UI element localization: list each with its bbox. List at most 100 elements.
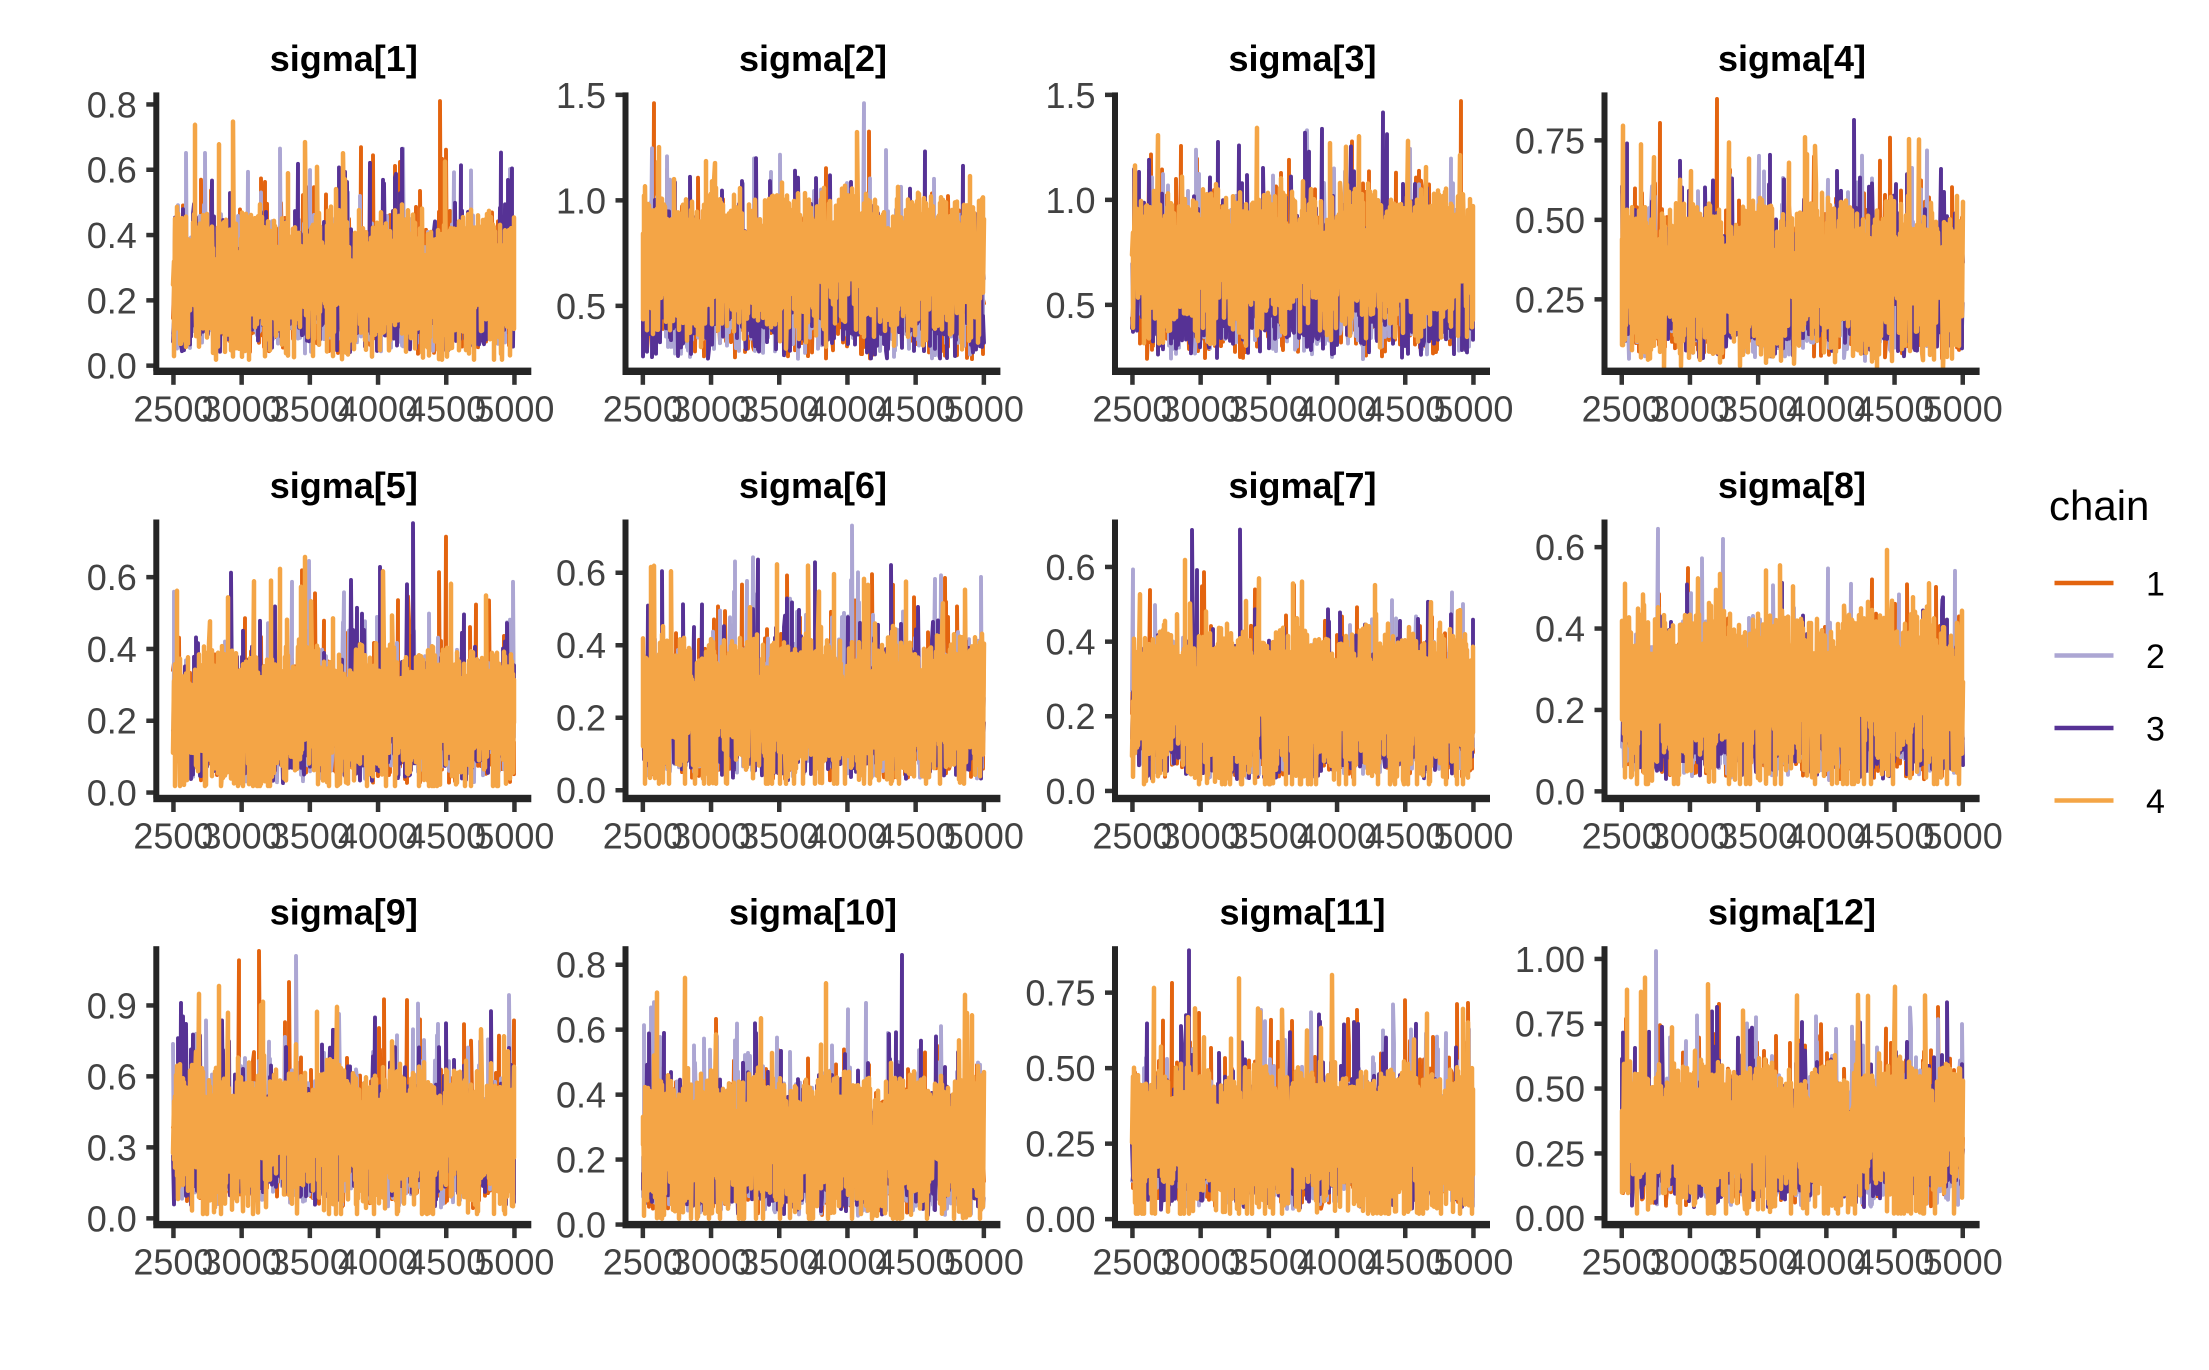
svg-text:3500: 3500 [270,1242,350,1283]
svg-text:5000: 5000 [944,388,1024,429]
svg-text:3000: 3000 [1161,1242,1241,1283]
svg-text:0.6: 0.6 [1045,547,1095,588]
svg-text:4500: 4500 [876,1242,956,1283]
svg-text:3000: 3000 [671,388,751,429]
svg-text:4000: 4000 [1786,1242,1866,1283]
svg-text:5000: 5000 [1433,816,1513,857]
svg-text:0.6: 0.6 [87,150,137,191]
svg-text:3500: 3500 [270,816,350,857]
svg-text:1.5: 1.5 [1045,75,1095,116]
svg-text:4: 4 [2146,783,2165,821]
svg-text:0.75: 0.75 [1025,973,1095,1014]
svg-text:5000: 5000 [1923,388,2003,429]
svg-text:2500: 2500 [603,1242,683,1283]
svg-text:3500: 3500 [270,388,350,429]
svg-text:3000: 3000 [202,1242,282,1283]
svg-text:2500: 2500 [603,816,683,857]
svg-text:2500: 2500 [603,388,683,429]
svg-text:3500: 3500 [1718,1242,1798,1283]
svg-text:4000: 4000 [1297,1242,1377,1283]
svg-text:4000: 4000 [807,1242,887,1283]
svg-text:0.0: 0.0 [556,1205,606,1246]
svg-text:2500: 2500 [133,816,213,857]
svg-text:3000: 3000 [202,816,282,857]
svg-text:4000: 4000 [338,388,418,429]
svg-text:0.00: 0.00 [1025,1199,1095,1240]
svg-text:sigma[9]: sigma[9] [270,892,418,933]
svg-text:5000: 5000 [1433,1242,1513,1283]
svg-text:3500: 3500 [739,388,819,429]
svg-text:sigma[10]: sigma[10] [729,892,897,933]
svg-text:sigma[3]: sigma[3] [1228,38,1376,79]
svg-text:4500: 4500 [406,1242,486,1283]
svg-text:0.0: 0.0 [87,773,137,814]
svg-text:0.8: 0.8 [87,84,137,125]
svg-text:0.50: 0.50 [1025,1048,1095,1089]
svg-text:0.8: 0.8 [556,945,606,986]
svg-text:4500: 4500 [406,388,486,429]
svg-text:3000: 3000 [671,1242,751,1283]
svg-text:2: 2 [2146,638,2165,676]
svg-text:0.0: 0.0 [1045,771,1095,812]
svg-text:0.4: 0.4 [87,629,137,670]
svg-text:0.0: 0.0 [556,770,606,811]
svg-text:1.00: 1.00 [1515,939,1585,980]
svg-text:5000: 5000 [474,388,554,429]
svg-text:0.2: 0.2 [87,280,137,321]
svg-text:0.6: 0.6 [556,553,606,594]
svg-text:0.6: 0.6 [556,1010,606,1051]
svg-text:2500: 2500 [1092,1242,1172,1283]
svg-text:0.00: 0.00 [1515,1198,1585,1239]
svg-text:sigma[8]: sigma[8] [1718,465,1866,506]
svg-text:2500: 2500 [133,388,213,429]
svg-text:2500: 2500 [1582,388,1662,429]
svg-text:sigma[6]: sigma[6] [739,465,887,506]
svg-text:5000: 5000 [1923,816,2003,857]
svg-text:0.6: 0.6 [87,1056,137,1097]
svg-text:sigma[2]: sigma[2] [739,38,887,79]
svg-text:5000: 5000 [474,1242,554,1283]
svg-text:3500: 3500 [1718,388,1798,429]
svg-text:4500: 4500 [1854,388,1934,429]
svg-text:4500: 4500 [1365,388,1445,429]
svg-text:3500: 3500 [1229,816,1309,857]
svg-text:4000: 4000 [807,816,887,857]
svg-text:0.50: 0.50 [1515,1069,1585,1110]
svg-text:2500: 2500 [1092,388,1172,429]
svg-text:4000: 4000 [338,1242,418,1283]
svg-text:0.4: 0.4 [87,215,137,256]
svg-text:3000: 3000 [1650,816,1730,857]
svg-text:1.0: 1.0 [556,180,606,221]
svg-text:0.0: 0.0 [87,1198,137,1239]
svg-text:3000: 3000 [1650,388,1730,429]
svg-text:3000: 3000 [1650,1242,1730,1283]
svg-text:5000: 5000 [944,1242,1024,1283]
svg-text:0.2: 0.2 [87,701,137,742]
svg-text:0.4: 0.4 [1045,622,1095,663]
svg-text:5000: 5000 [944,816,1024,857]
svg-text:4000: 4000 [1297,816,1377,857]
svg-text:0.25: 0.25 [1515,279,1585,320]
svg-text:0.5: 0.5 [556,286,606,327]
svg-text:3: 3 [2146,711,2165,749]
svg-text:4500: 4500 [1365,1242,1445,1283]
svg-text:chain: chain [2049,482,2149,529]
svg-text:0.25: 0.25 [1025,1124,1095,1165]
svg-text:0.2: 0.2 [1045,696,1095,737]
svg-text:sigma[1]: sigma[1] [270,38,418,79]
svg-text:3500: 3500 [1718,816,1798,857]
svg-text:0.4: 0.4 [1535,609,1585,650]
svg-text:sigma[5]: sigma[5] [270,465,418,506]
svg-text:1.5: 1.5 [556,75,606,116]
svg-text:0.4: 0.4 [556,1075,606,1116]
svg-text:4500: 4500 [876,816,956,857]
svg-text:2500: 2500 [1092,816,1172,857]
svg-text:3500: 3500 [1229,388,1309,429]
svg-text:2500: 2500 [1582,816,1662,857]
svg-text:sigma[4]: sigma[4] [1718,38,1866,79]
svg-text:3500: 3500 [1229,1242,1309,1283]
svg-text:5000: 5000 [1433,388,1513,429]
svg-text:4500: 4500 [876,388,956,429]
svg-text:0.50: 0.50 [1515,200,1585,241]
svg-text:0.0: 0.0 [1535,771,1585,812]
